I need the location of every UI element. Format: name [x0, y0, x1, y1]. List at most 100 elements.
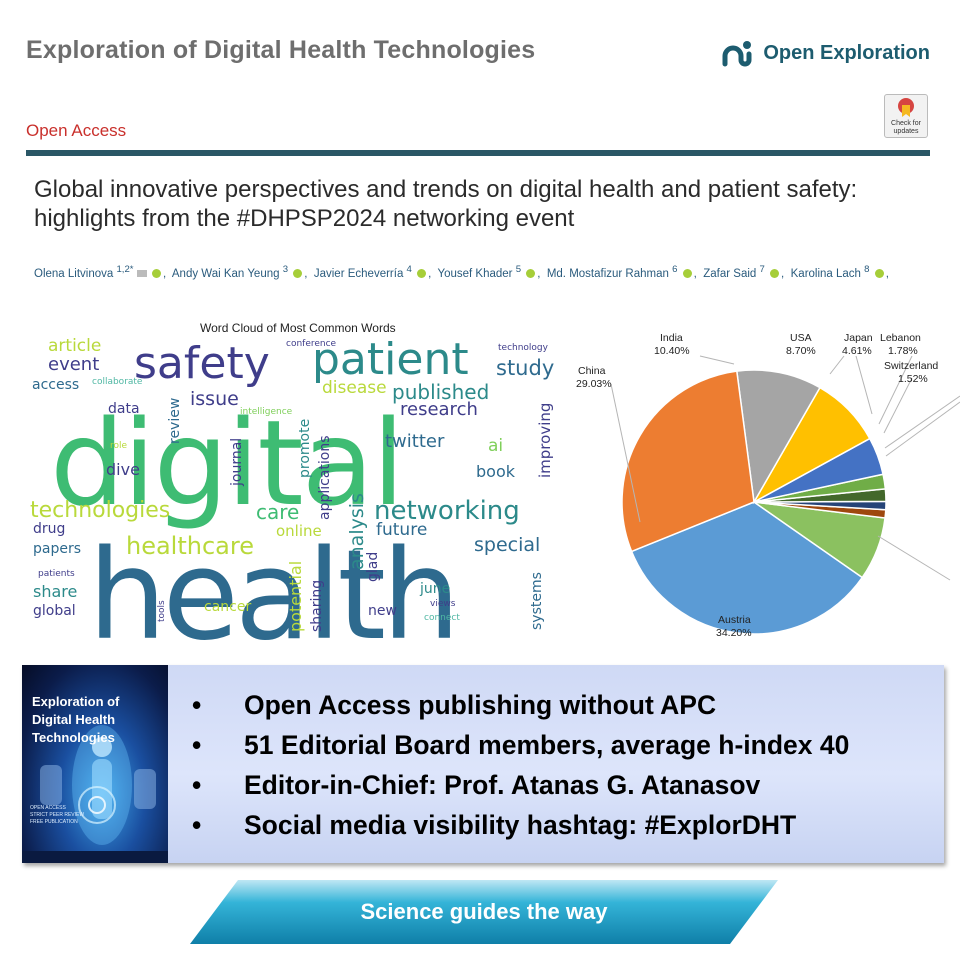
pie-slice-china — [621, 370, 755, 553]
pie-value-austria: 34.20% — [716, 627, 752, 639]
cover-title-line: Digital Health — [32, 712, 116, 727]
word-cloud-word: cancer — [204, 599, 252, 615]
feature-item: • 51 Editorial Board members, average h-i… — [182, 725, 849, 765]
word-cloud-word: review — [167, 397, 183, 444]
pie-value-japan: 4.61% — [842, 345, 872, 357]
word-cloud-word: data — [108, 401, 140, 417]
author-name[interactable]: Javier Echeverría — [313, 267, 404, 280]
feature-item: • Open Access publishing without APC — [182, 685, 849, 725]
feature-text: Open Access publishing without APC — [244, 690, 717, 720]
orcid-icon[interactable] — [770, 269, 780, 279]
orcid-icon[interactable] — [151, 269, 161, 279]
word-cloud-word: patient — [312, 334, 469, 385]
author-affiliation: 8 — [864, 264, 870, 275]
brand-logo[interactable]: Open Exploration — [721, 36, 930, 70]
word-cloud-word: june — [420, 581, 451, 597]
author-affiliation: 7 — [759, 264, 765, 275]
word-cloud-word: healthcare — [126, 532, 254, 560]
cover-title-line: Exploration of — [32, 694, 120, 709]
check-for-updates-label: Check for updates — [891, 120, 921, 135]
orcid-icon[interactable] — [526, 269, 536, 279]
author-name[interactable]: Zafar Said — [703, 267, 757, 280]
cover-tagline-line: OPEN ACCESS — [30, 805, 66, 811]
banner-shape — [190, 880, 778, 944]
word-cloud-word: issue — [190, 388, 239, 410]
bookmark-icon — [898, 98, 914, 117]
word-cloud-word: sharing — [309, 579, 325, 632]
author-affiliation: 3 — [282, 264, 289, 275]
word-cloud-word: disease — [322, 378, 387, 398]
slogan-text: Science guides the way — [360, 899, 608, 924]
word-cloud-word: applications — [317, 435, 333, 520]
word-cloud-word: views — [430, 599, 456, 609]
orcid-icon[interactable] — [293, 269, 303, 279]
word-cloud-word: connect — [424, 613, 460, 623]
author-name[interactable]: Olena Litvinova — [34, 267, 114, 280]
word-cloud-word: technologies — [30, 498, 171, 523]
word-cloud-word: drug — [33, 521, 66, 537]
journal-info-box: Exploration of Digital Health Technologi… — [22, 665, 944, 863]
word-cloud-word: ai — [488, 436, 504, 456]
word-cloud-word: new — [368, 603, 397, 619]
pie-slice-austria — [630, 501, 864, 635]
pie-label-india: India — [660, 332, 683, 344]
pie-slices — [621, 369, 887, 635]
bullet-icon: • — [192, 770, 202, 800]
author-name[interactable]: Karolina Lach — [790, 267, 861, 280]
article-title[interactable]: Global innovative perspectives and trend… — [34, 175, 924, 233]
feature-list: • Open Access publishing without APC • 51 … — [182, 685, 849, 845]
feature-text: Editor-in-Chief: Prof. Atanas G. Atanaso… — [244, 770, 761, 800]
author-affiliation: 5 — [515, 264, 522, 275]
word-cloud-word: papers — [33, 541, 82, 557]
pie-label-usa: USA — [790, 332, 812, 344]
word-cloud-word: technology — [498, 343, 548, 353]
cover-title-line: Technologies — [32, 730, 115, 745]
author-name[interactable]: Md. Mostafizur Rahman — [546, 267, 669, 280]
author-affiliation: 1,2* — [116, 264, 134, 275]
word-cloud-word: study — [496, 356, 555, 380]
orcid-icon[interactable] — [874, 269, 884, 279]
word-cloud-word: potential — [286, 560, 305, 632]
feature-text: 51 Editorial Board members, average h-in… — [244, 730, 850, 760]
email-icon[interactable] — [136, 270, 147, 278]
pie-value-lebanon: 1.78% — [888, 345, 918, 357]
brand-name: Open Exploration — [763, 41, 930, 64]
author-list: Olena Litvinova 1,2* , Andy Wai Kan Yeun… — [34, 264, 889, 280]
word-cloud-word: dive — [106, 460, 140, 479]
word-cloud-word: twitter — [385, 431, 445, 452]
author-name[interactable]: Andy Wai Kan Yeung — [171, 267, 280, 280]
word-cloud-word: health — [88, 524, 461, 668]
word-cloud-word: access — [32, 377, 80, 393]
bullet-icon: • — [192, 810, 202, 840]
word-cloud-word: role — [110, 441, 128, 451]
check-for-updates-button[interactable]: Check for updates — [884, 94, 928, 138]
word-cloud-word: collaborate — [92, 377, 143, 387]
orcid-icon[interactable] — [682, 269, 692, 279]
pie-leader-lines — [610, 355, 960, 581]
article-title-line-1: Global innovative perspectives and trend… — [34, 176, 858, 203]
pie-label-china: China — [578, 365, 606, 377]
word-cloud-graphic: digital health safety patient article ev… — [30, 334, 560, 668]
word-cloud-word: conference — [286, 339, 337, 349]
open-exploration-icon — [722, 41, 752, 67]
pie-label-switzerland: Switzerland — [884, 360, 938, 372]
pie-value-usa: 8.70% — [786, 345, 816, 357]
word-cloud-word: glad — [365, 551, 381, 582]
word-cloud-word: care — [256, 500, 300, 524]
word-cloud-word: share — [33, 582, 78, 601]
cover-title: Exploration of Digital Health Technologi… — [32, 693, 119, 747]
pie-slice-india — [735, 369, 821, 505]
author-name[interactable]: Yousef Khader — [437, 267, 513, 280]
journal-cover-image[interactable]: Exploration of Digital Health Technologi… — [22, 665, 168, 863]
bullet-icon: • — [192, 730, 202, 760]
cover-tagline: OPEN ACCESS STRICT PEER REVIEW FREE PUBL… — [30, 805, 84, 826]
word-cloud-title: Word Cloud of Most Common Words — [200, 321, 396, 335]
pie-label-austria: Austria — [718, 614, 751, 626]
word-cloud-word: systems — [529, 572, 545, 630]
pie-value-switzerland: 1.52% — [898, 373, 928, 385]
orcid-icon[interactable] — [417, 269, 427, 279]
word-cloud-word: global — [33, 603, 76, 619]
cover-tagline-line: STRICT PEER REVIEW — [30, 812, 85, 818]
open-access-label: Open Access — [26, 121, 127, 140]
digital-body-illustration — [22, 725, 168, 863]
